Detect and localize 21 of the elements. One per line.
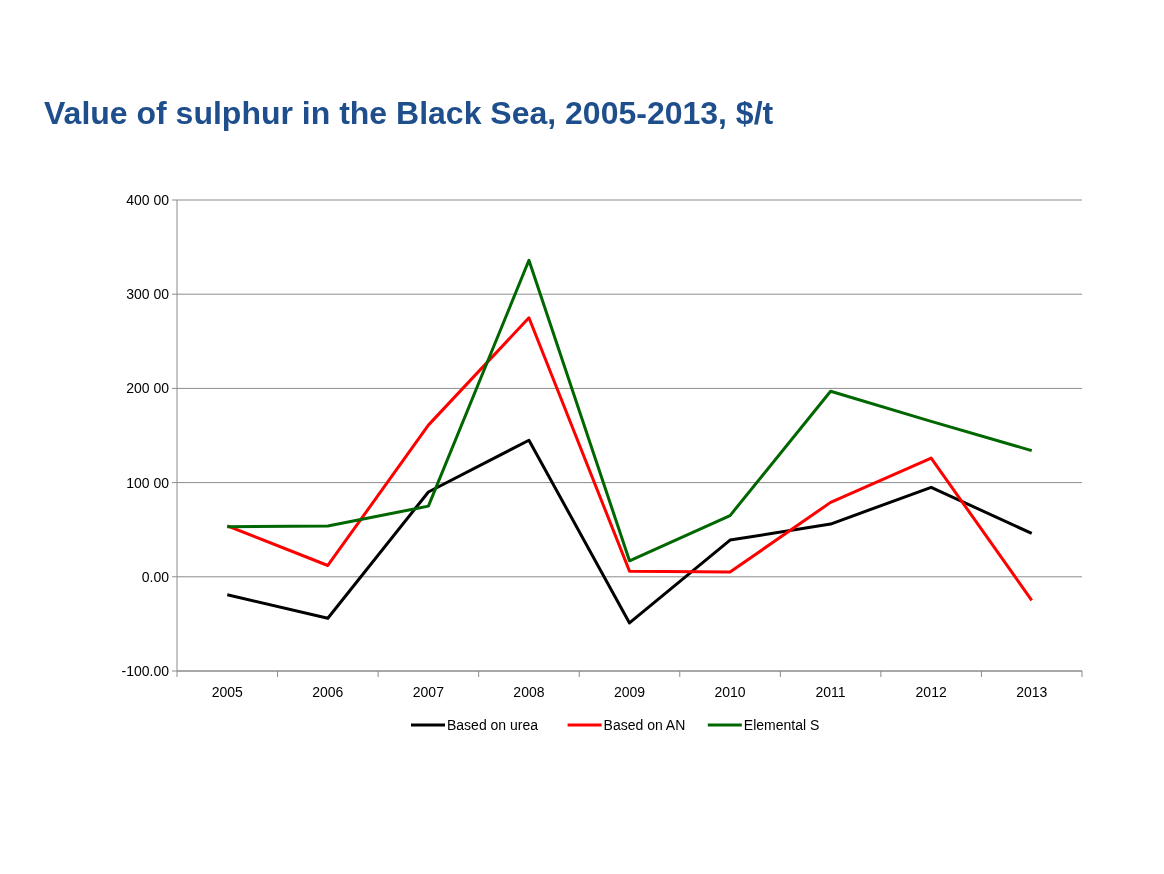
line-series bbox=[225, 258, 1034, 563]
y-tick-label: -100.00 bbox=[121, 662, 170, 679]
x-tick-label: 2011 bbox=[815, 684, 846, 700]
x-tick-label: 2005 bbox=[211, 684, 244, 700]
x-tick-label: 2012 bbox=[915, 684, 947, 700]
x-tick-label: 2007 bbox=[412, 684, 445, 700]
legend-label: Elemental S bbox=[743, 716, 820, 733]
y-tick-label: 100 00 bbox=[126, 474, 170, 491]
legend-label: Based on AN bbox=[603, 716, 686, 733]
y-tick-label: 200 00 bbox=[126, 380, 170, 397]
x-tick-label: 2010 bbox=[714, 684, 746, 700]
y-tick-label: 400 00 bbox=[126, 191, 170, 208]
chart-title: Value of sulphur in the Black Sea, 2005-2013, $/t bbox=[44, 95, 774, 131]
legend-label: Based on urea bbox=[447, 716, 539, 733]
y-tick-label: 0.00 bbox=[141, 568, 170, 585]
x-tick-label: 2009 bbox=[613, 684, 646, 700]
x-tick-label: 2008 bbox=[513, 684, 545, 700]
line-series bbox=[225, 438, 1034, 625]
x-tick-label: 2006 bbox=[312, 684, 344, 700]
x-tick-label: 2013 bbox=[1016, 684, 1048, 700]
y-tick-label: 300 00 bbox=[126, 286, 170, 303]
